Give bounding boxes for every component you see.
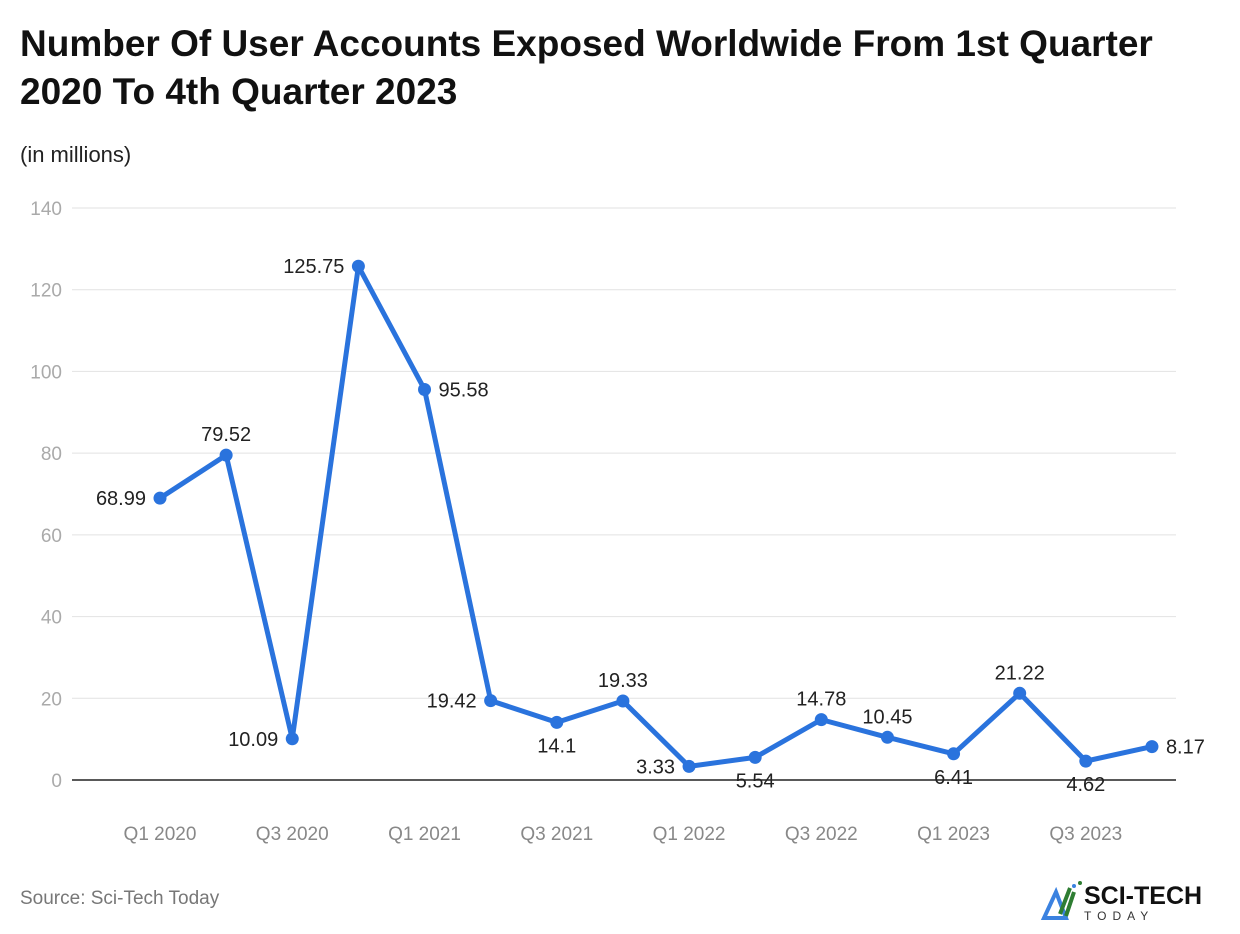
data-point [351, 259, 365, 273]
data-point [682, 759, 696, 773]
x-tick-label: Q3 2021 [520, 824, 593, 845]
data-label: 79.52 [201, 424, 251, 446]
data-label: 5.54 [736, 770, 775, 792]
x-tick-label: Q1 2020 [124, 824, 197, 845]
data-point [880, 730, 894, 744]
data-label: 21.22 [995, 662, 1045, 684]
data-label: 14.1 [537, 735, 576, 757]
logo-triangle-icon [1040, 886, 1069, 920]
data-point [418, 382, 432, 396]
y-tick-label: 120 [30, 281, 62, 302]
y-tick-label: 140 [30, 199, 62, 220]
data-label: 14.78 [796, 689, 846, 711]
chart-title: Number Of User Accounts Exposed Worldwid… [20, 23, 1153, 112]
data-point [748, 750, 762, 764]
logo-text: SCI-TECH [1084, 882, 1202, 910]
x-tick-label: Q1 2022 [653, 824, 726, 845]
data-point [550, 715, 564, 729]
sci-tech-today-logo: SCI-TECH TODAY [1040, 881, 1202, 922]
data-label: 68.99 [96, 488, 146, 510]
logo-stripes-icon [1058, 887, 1076, 917]
data-point [947, 747, 961, 761]
data-label: 125.75 [283, 256, 344, 278]
data-label: 95.58 [439, 379, 489, 401]
data-label: 10.45 [862, 706, 912, 728]
y-tick-label: 60 [41, 526, 62, 547]
series-line [158, 263, 1153, 769]
x-tick-label: Q3 2020 [256, 824, 329, 845]
data-point [219, 448, 233, 462]
data-point [616, 694, 630, 708]
x-tick-label: Q1 2021 [388, 824, 461, 845]
data-point [1145, 740, 1159, 754]
y-tick-label: 100 [30, 362, 62, 383]
x-tick-label: Q3 2023 [1049, 824, 1122, 845]
data-label: 4.62 [1066, 774, 1105, 796]
data-point [484, 694, 498, 708]
data-point [1013, 686, 1027, 700]
data-point [1079, 754, 1093, 768]
x-tick-label: Q3 2022 [785, 824, 858, 845]
x-tick-label: Q1 2023 [917, 824, 990, 845]
y-tick-label: 0 [51, 771, 62, 792]
y-tick-label: 20 [41, 689, 62, 710]
data-point [285, 732, 299, 746]
data-point [153, 491, 167, 505]
source-note: Source: Sci-Tech Today [20, 888, 220, 909]
chart-subtitle: (in millions) [20, 142, 132, 167]
data-label: 19.42 [427, 691, 477, 713]
data-label: 8.17 [1166, 737, 1205, 759]
data-label: 19.33 [598, 670, 648, 692]
data-point [814, 713, 828, 727]
logo-subtext: TODAY [1084, 909, 1154, 922]
y-tick-label: 40 [41, 608, 62, 629]
y-tick-label: 80 [41, 444, 62, 465]
data-label: 6.41 [934, 767, 973, 789]
data-label: 3.33 [636, 756, 675, 778]
data-label: 10.09 [228, 729, 278, 751]
